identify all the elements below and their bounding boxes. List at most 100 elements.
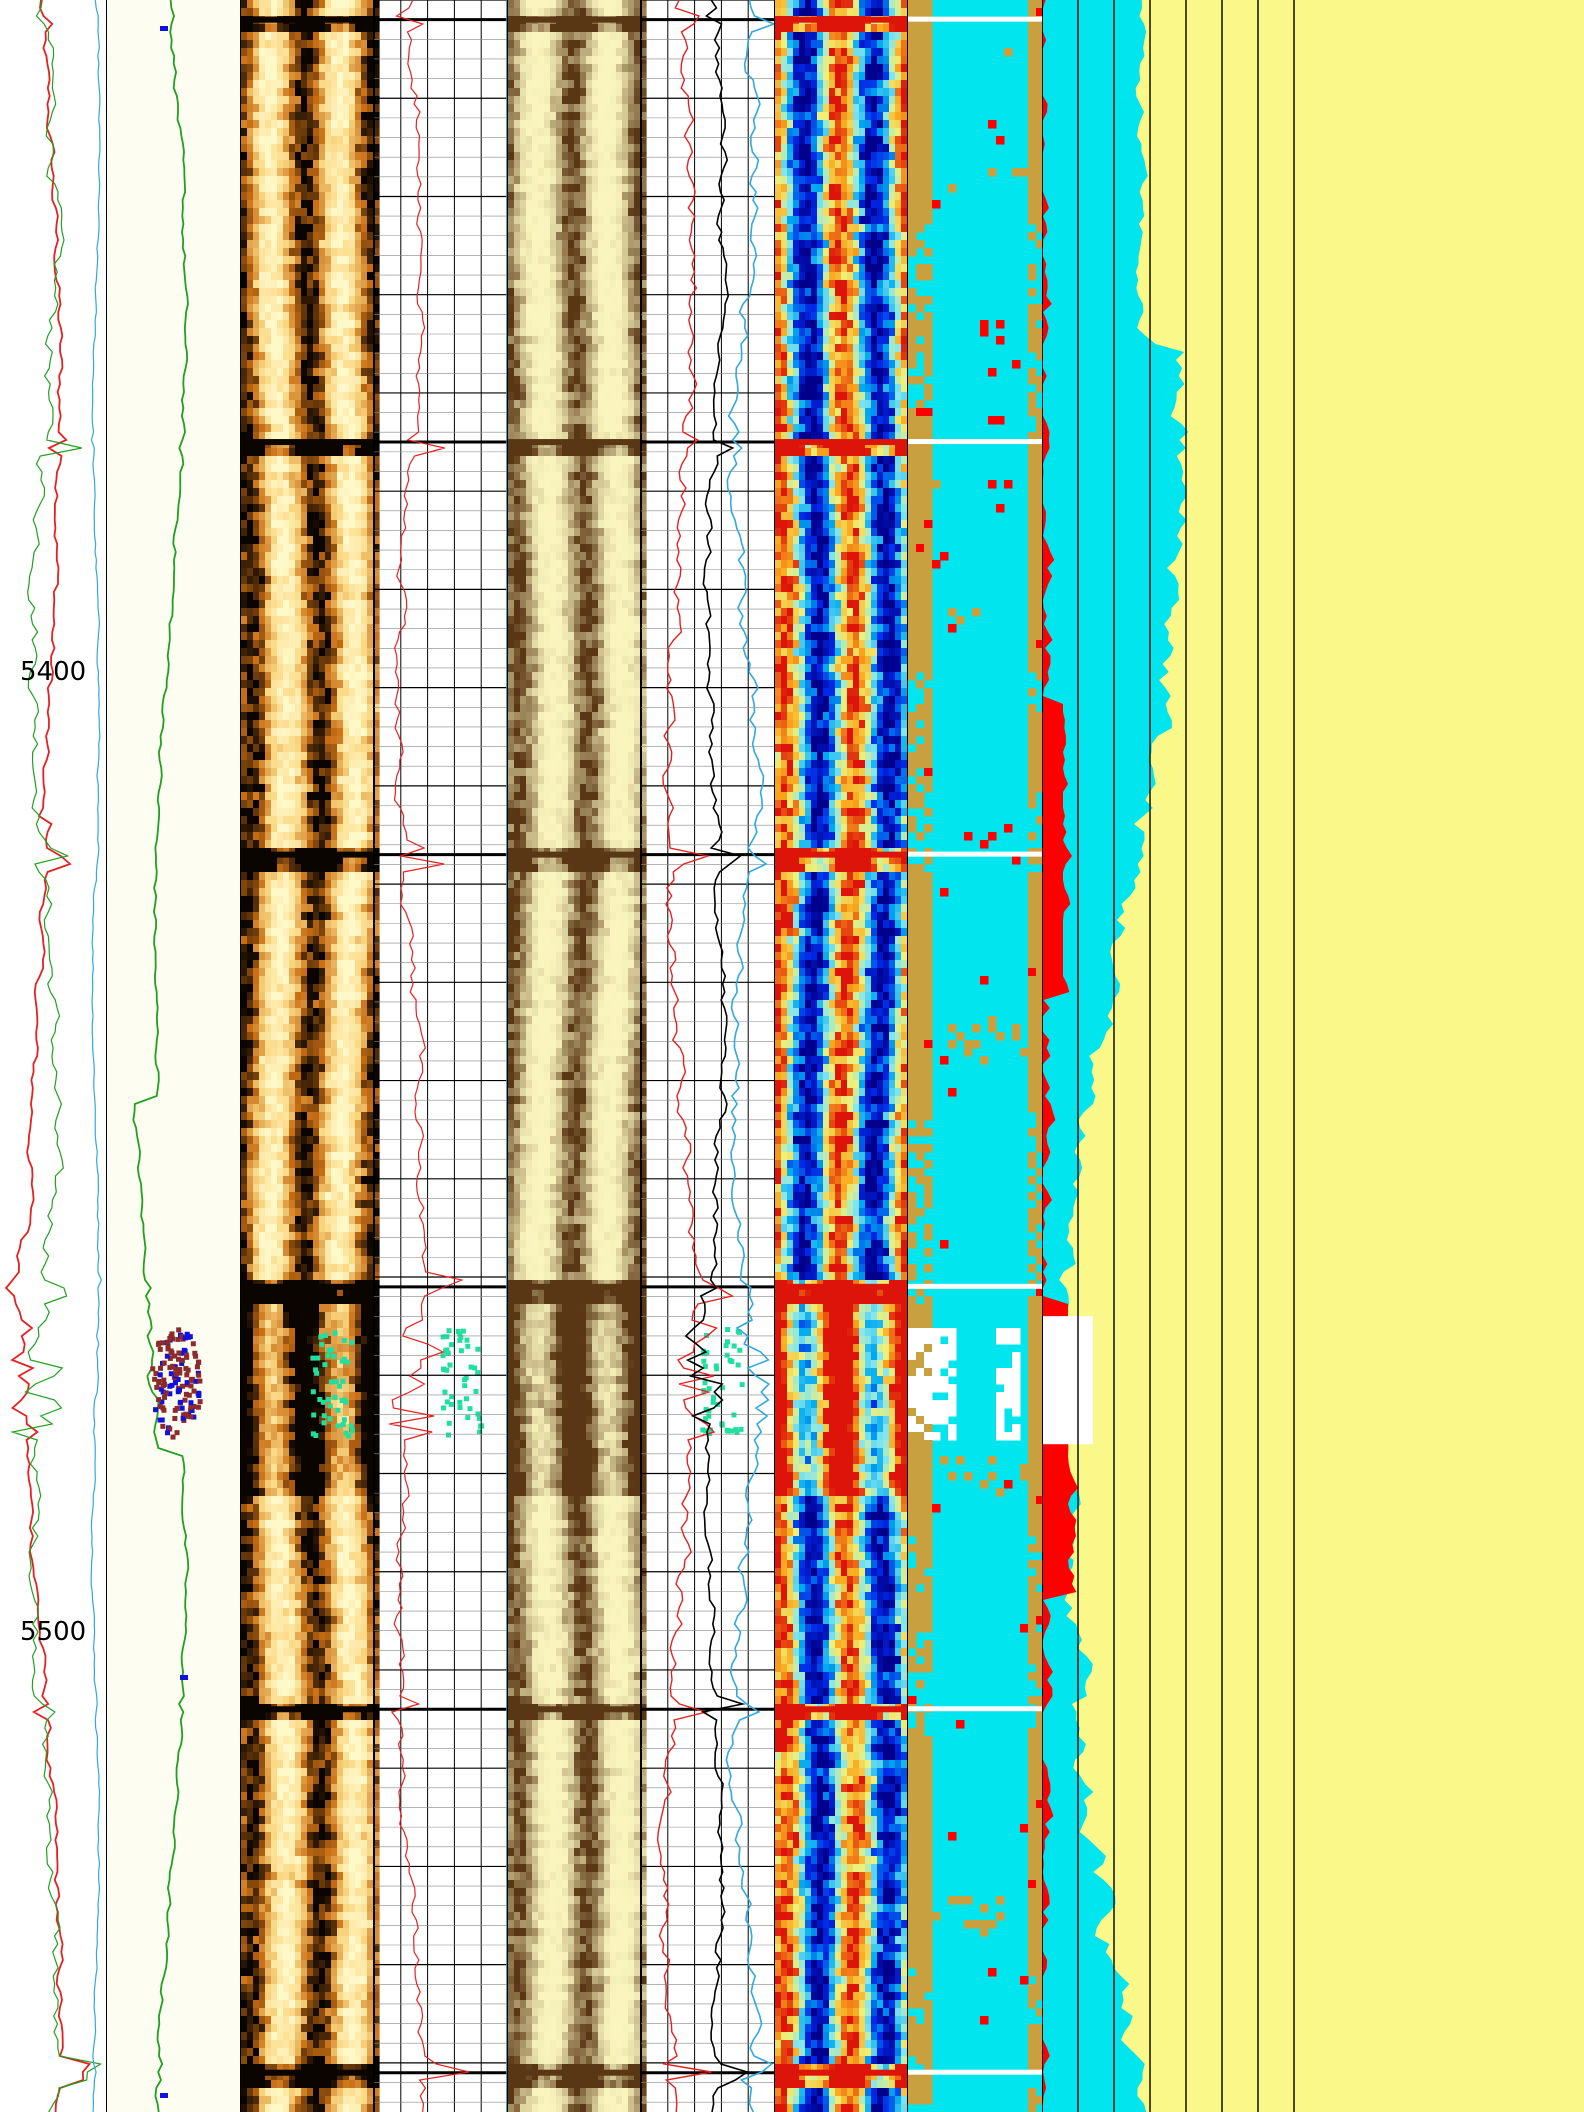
depth-label-5400: 5400: [20, 657, 86, 687]
cluster-point: [179, 1334, 185, 1340]
cluster-point: [172, 1407, 178, 1413]
track-6-grid: [641, 0, 775, 2112]
cluster-point: [157, 1365, 163, 1371]
cluster-point: [163, 1390, 169, 1396]
cluster-point: [156, 1397, 162, 1403]
isolated-point: [180, 1675, 188, 1680]
cluster-point: [184, 1372, 190, 1378]
cluster-point: [167, 1355, 173, 1361]
cluster-point: [172, 1415, 178, 1421]
cluster-point: [161, 1360, 167, 1366]
cluster-point: [196, 1393, 202, 1399]
cluster-point: [184, 1380, 190, 1386]
cluster-point: [191, 1403, 197, 1409]
cluster-point: [197, 1378, 203, 1384]
cluster-point: [150, 1366, 156, 1372]
cluster-point: [160, 1423, 166, 1429]
track-6-black-curve: [684, 0, 750, 2112]
cluster-point: [194, 1364, 200, 1370]
cluster-point: [179, 1405, 185, 1411]
cluster-point: [186, 1392, 192, 1398]
track-7-image: [775, 0, 914, 2112]
cluster-point: [159, 1417, 165, 1423]
track-8-facies: [908, 0, 1045, 2112]
cluster-point: [181, 1347, 187, 1353]
cluster-point: [188, 1404, 194, 1410]
cluster-point: [158, 1386, 164, 1392]
cluster-point: [157, 1346, 163, 1352]
cluster-point: [152, 1376, 158, 1382]
cluster-point: [157, 1372, 163, 1378]
cluster-point: [176, 1350, 182, 1356]
cluster-point: [191, 1414, 197, 1420]
cluster-point: [161, 1407, 167, 1413]
cluster-point: [177, 1367, 183, 1373]
cluster-point: [173, 1371, 179, 1377]
cluster-point: [189, 1407, 195, 1413]
cluster-point: [177, 1399, 183, 1405]
cluster-point: [191, 1388, 197, 1394]
cluster-point: [162, 1394, 168, 1400]
cluster-point: [164, 1353, 170, 1359]
cluster-point: [183, 1366, 189, 1372]
cluster-point: [180, 1383, 186, 1389]
depth-label-5500: 5500: [20, 1617, 86, 1647]
cluster-point: [167, 1336, 173, 1342]
cluster-point: [185, 1333, 191, 1339]
cluster-point: [174, 1430, 180, 1436]
cluster-point: [157, 1403, 163, 1409]
cluster-point: [154, 1384, 160, 1390]
cluster-point: [167, 1426, 173, 1432]
track-6-blue-curve: [725, 0, 777, 2112]
cluster-point: [195, 1359, 201, 1365]
cluster-point: [179, 1360, 185, 1366]
cluster-point: [188, 1400, 194, 1406]
cluster-point: [175, 1376, 181, 1382]
cluster-point: [170, 1434, 176, 1440]
track-6-red-curve: [656, 0, 734, 2112]
event-white-fill: [1043, 1316, 1093, 1445]
cluster-point: [193, 1378, 199, 1384]
track-2-background: [107, 0, 241, 2112]
cluster-point: [153, 1407, 159, 1413]
cluster-point: [188, 1414, 194, 1420]
cluster-point: [177, 1387, 183, 1393]
cluster-point: [195, 1404, 201, 1410]
isolated-point: [160, 26, 168, 31]
cluster-point: [176, 1327, 182, 1333]
cluster-point: [156, 1378, 162, 1384]
cluster-point: [172, 1353, 178, 1359]
track-9-fill-curves: [1043, 0, 1584, 2112]
isolated-point: [160, 2093, 168, 2098]
cluster-point: [197, 1399, 203, 1405]
cluster-point: [183, 1352, 189, 1358]
cluster-point: [156, 1341, 162, 1347]
cluster-point: [160, 1389, 166, 1395]
cluster-point: [188, 1377, 194, 1383]
track-5-image: [508, 0, 647, 2112]
cluster-point: [159, 1340, 165, 1346]
cluster-point: [196, 1372, 202, 1378]
cluster-point: [190, 1341, 196, 1347]
cluster-point: [182, 1335, 188, 1341]
red-fill: [1043, 0, 1078, 2112]
cluster-point: [175, 1356, 181, 1362]
cluster-point: [165, 1346, 171, 1352]
cluster-point: [182, 1397, 188, 1403]
cluster-point: [173, 1366, 179, 1372]
cluster-point: [183, 1411, 189, 1417]
track-4-red-curve: [389, 0, 470, 2112]
track-1-red-curve: [4, 0, 92, 2112]
cluster-point: [153, 1370, 159, 1376]
cluster-point: [167, 1391, 173, 1397]
cluster-point: [179, 1357, 185, 1363]
cluster-point: [168, 1371, 174, 1377]
track-1-blue-curve: [90, 0, 102, 2112]
cluster-point: [160, 1383, 166, 1389]
track-3-image: [241, 0, 380, 2112]
cluster-point: [167, 1383, 173, 1389]
track-2-green-curve: [132, 0, 190, 2112]
cluster-point: [168, 1348, 174, 1354]
cluster-point: [180, 1415, 186, 1421]
